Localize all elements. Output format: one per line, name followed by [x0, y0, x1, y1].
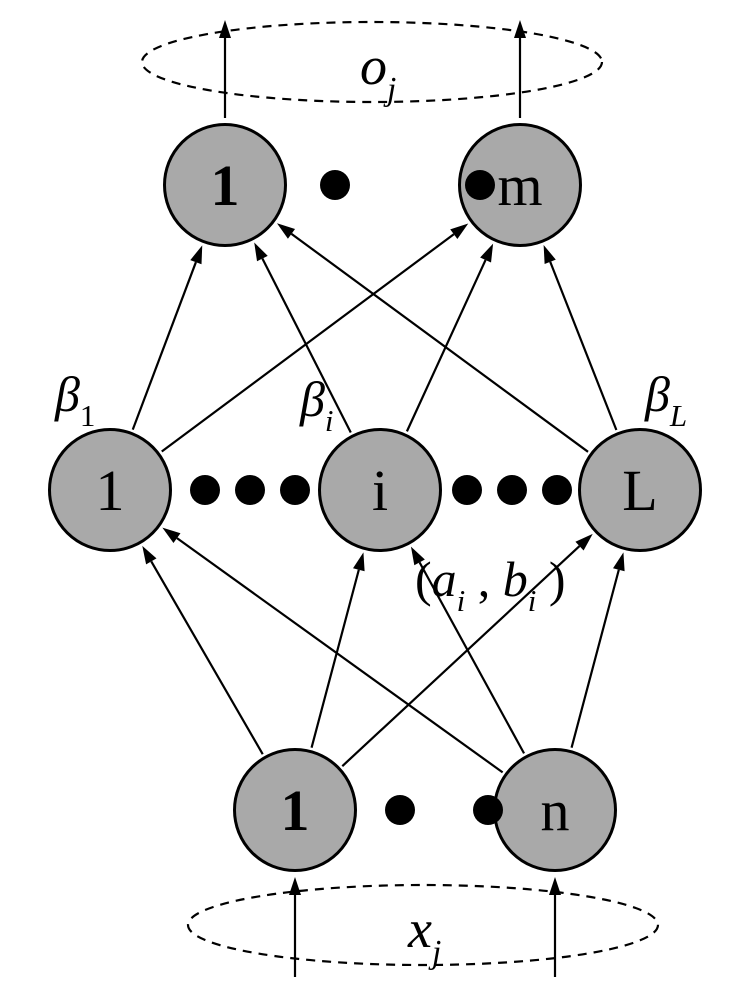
node-hid1: 1 — [48, 428, 172, 552]
node-inn: n — [493, 748, 617, 872]
edge-in1-hid1 — [142, 546, 262, 754]
ellipsis-dot — [235, 475, 265, 505]
ellipsis-dot — [497, 475, 527, 505]
edge-hidi-outm — [407, 244, 493, 432]
ellipsis-dot — [280, 475, 310, 505]
node-hidi: i — [318, 428, 442, 552]
edge-inn-hidL — [572, 552, 625, 747]
edge-hid1-out1 — [133, 245, 202, 429]
edge-in1-hidi — [312, 552, 365, 747]
ellipsis-dot — [465, 170, 495, 200]
node-out1: 1 — [163, 123, 287, 247]
ellipsis-dot — [320, 170, 350, 200]
ellipsis-dot — [542, 475, 572, 505]
annotation-aibi: (ai , bi ) — [415, 550, 566, 615]
annotation-xj: xj — [408, 898, 441, 968]
annotation-oj: oj — [360, 35, 396, 105]
elm-network-diagram: 1m1iL1n ojβ1βiβL(ai , bi )xj — [0, 0, 754, 1000]
io-arrow-3 — [549, 877, 561, 977]
io-arrow-1 — [514, 20, 526, 118]
ellipsis-dot — [452, 475, 482, 505]
io-arrow-0 — [219, 20, 231, 118]
node-in1: 1 — [233, 748, 357, 872]
ellipsis-dot — [385, 795, 415, 825]
annotation-betai: βi — [300, 370, 334, 435]
edge-hidL-outm — [544, 245, 617, 430]
node-hidL: L — [578, 428, 702, 552]
ellipsis-dot — [473, 795, 503, 825]
annotation-betaL: βL — [645, 365, 687, 430]
ellipsis-dot — [190, 475, 220, 505]
io-arrow-2 — [289, 877, 301, 977]
annotation-beta1: β1 — [55, 365, 95, 430]
